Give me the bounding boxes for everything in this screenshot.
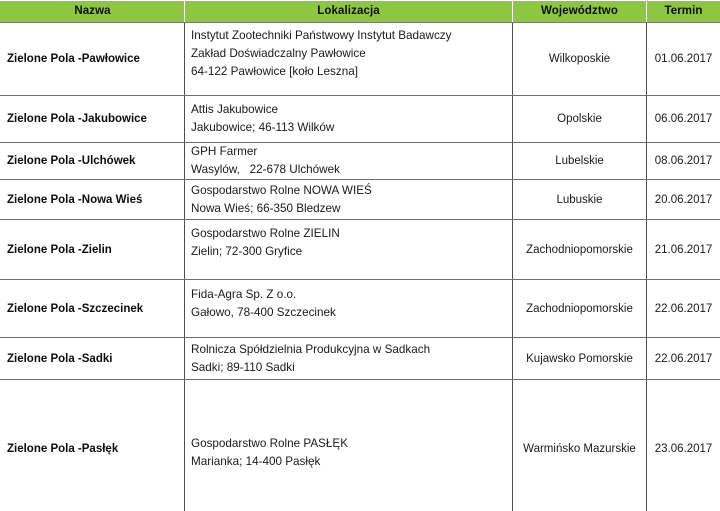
table-row: Zielone Pola -Pawłowice Instytut Zootech… (0, 22, 720, 96)
column-header-wojewodztwo[interactable]: Województwo (512, 0, 647, 23)
lokalizacja-line: Marianka; 14-400 Pasłęk (191, 455, 321, 469)
lokalizacja-line: Rolnicza Spółdzielnia Produkcyjna w Sadk… (191, 342, 431, 356)
lokalizacja-line: 64-122 Pawłowice [koło Leszna] (191, 65, 358, 79)
column-header-lokalizacja[interactable]: Lokalizacja (184, 0, 513, 23)
cell-termin[interactable]: 22.06.2017 (646, 279, 720, 339)
cell-termin[interactable]: 08.06.2017 (646, 141, 720, 181)
cell-nazwa[interactable]: Zielone Pola -Sadki (0, 337, 185, 381)
cell-lokalizacja[interactable]: Gospodarstwo Rolne PASŁĘK Marianka; 14-4… (184, 379, 513, 511)
cell-nazwa[interactable]: Zielone Pola -Pawłowice (0, 22, 185, 96)
cell-wojewodztwo[interactable]: Lubuskie (512, 179, 647, 221)
lokalizacja-line: Sadki; 89-110 Sadki (191, 360, 295, 374)
cell-wojewodztwo[interactable]: Warmińsko Mazurskie (512, 379, 647, 511)
lokalizacja-line: Gałowo, 78-400 Szczecinek (191, 306, 336, 320)
lokalizacja-line: Jakubowice; 46-113 Wilków (191, 121, 335, 134)
cell-termin[interactable]: 01.06.2017 (646, 22, 720, 96)
cell-wojewodztwo[interactable]: Lubelskie (512, 141, 647, 181)
cell-wojewodztwo[interactable]: Opolskie (512, 95, 647, 143)
lokalizacja-line: GPH Farmer (191, 145, 258, 158)
lokalizacja-line: Gospodarstwo Rolne NOWA WIEŚ (191, 183, 372, 197)
table-body: Zielone Pola -Pawłowice Instytut Zootech… (0, 22, 720, 511)
table-row: Zielone Pola -Szczecinek Fida-Agra Sp. Z… (0, 279, 720, 339)
cell-lokalizacja[interactable]: Gospodarstwo Rolne NOWA WIEŚ Nowa Wieś; … (184, 179, 513, 221)
cell-nazwa[interactable]: Zielone Pola -Nowa Wieś (0, 179, 185, 221)
cell-nazwa[interactable]: Zielone Pola -Szczecinek (0, 279, 185, 339)
cell-lokalizacja[interactable]: Rolnicza Spółdzielnia Produkcyjna w Sadk… (184, 337, 513, 381)
cell-lokalizacja[interactable]: Fida-Agra Sp. Z o.o. Gałowo, 78-400 Szcz… (184, 279, 513, 339)
cell-wojewodztwo[interactable]: Zachodniopomorskie (512, 219, 647, 281)
lokalizacja-line: Instytut Zootechniki Państwowy Instytut … (191, 29, 452, 42)
table-row: Zielone Pola -Zielin Gospodarstwo Rolne … (0, 219, 720, 281)
cell-nazwa[interactable]: Zielone Pola -Jakubowice (0, 95, 185, 143)
lokalizacja-line: Fida-Agra Sp. Z o.o. (191, 288, 297, 302)
cell-termin[interactable]: 23.06.2017 (646, 379, 720, 511)
lokalizacja-line: Zielin; 72-300 Gryfice (191, 245, 303, 259)
column-header-nazwa[interactable]: Nazwa (0, 0, 185, 23)
cell-lokalizacja[interactable]: GPH Farmer Wasylów, 22-678 Ulchówek (184, 141, 513, 181)
lokalizacja-line: Gospodarstwo Rolne ZIELIN (191, 227, 340, 241)
cell-lokalizacja[interactable]: Instytut Zootechniki Państwowy Instytut … (184, 22, 513, 96)
table-row: Zielone Pola -Ulchówek GPH Farmer Wasyló… (0, 141, 720, 181)
cell-termin[interactable]: 20.06.2017 (646, 179, 720, 221)
cell-lokalizacja[interactable]: Attis Jakubowice Jakubowice; 46-113 Wilk… (184, 95, 513, 143)
table-row: Zielone Pola -Sadki Rolnicza Spółdzielni… (0, 337, 720, 381)
cell-nazwa[interactable]: Zielone Pola -Zielin (0, 219, 185, 281)
table-row: Zielone Pola -Nowa Wieś Gospodarstwo Rol… (0, 179, 720, 221)
cell-nazwa[interactable]: Zielone Pola -Pasłęk (0, 379, 185, 511)
cell-wojewodztwo[interactable]: Wilkoposkie (512, 22, 647, 96)
cell-wojewodztwo[interactable]: Zachodniopomorskie (512, 279, 647, 339)
header-row: Nazwa Lokalizacja Województwo Termin (0, 0, 720, 23)
lokalizacja-line: Nowa Wieś; 66-350 Bledzew (191, 201, 341, 215)
lokalizacja-line: Gospodarstwo Rolne PASŁĘK (191, 437, 348, 451)
cell-lokalizacja[interactable]: Gospodarstwo Rolne ZIELIN Zielin; 72-300… (184, 219, 513, 281)
lokalizacja-line: Attis Jakubowice (191, 102, 279, 116)
lokalizacja-line: Zakład Doświadczalny Pawłowice (191, 47, 366, 61)
table-row: Zielone Pola -Pasłęk Gospodarstwo Rolne … (0, 379, 720, 511)
cell-termin[interactable]: 06.06.2017 (646, 95, 720, 143)
table-row: Zielone Pola -Jakubowice Attis Jakubowic… (0, 95, 720, 143)
cell-wojewodztwo[interactable]: Kujawsko Pomorskie (512, 337, 647, 381)
cell-nazwa[interactable]: Zielone Pola -Ulchówek (0, 141, 185, 181)
lokalizacja-line: Wasylów, 22-678 Ulchówek (191, 163, 340, 177)
cell-termin[interactable]: 22.06.2017 (646, 337, 720, 381)
table-header: Nazwa Lokalizacja Województwo Termin (0, 0, 720, 23)
cell-termin[interactable]: 21.06.2017 (646, 219, 720, 281)
column-header-termin[interactable]: Termin (646, 0, 720, 23)
